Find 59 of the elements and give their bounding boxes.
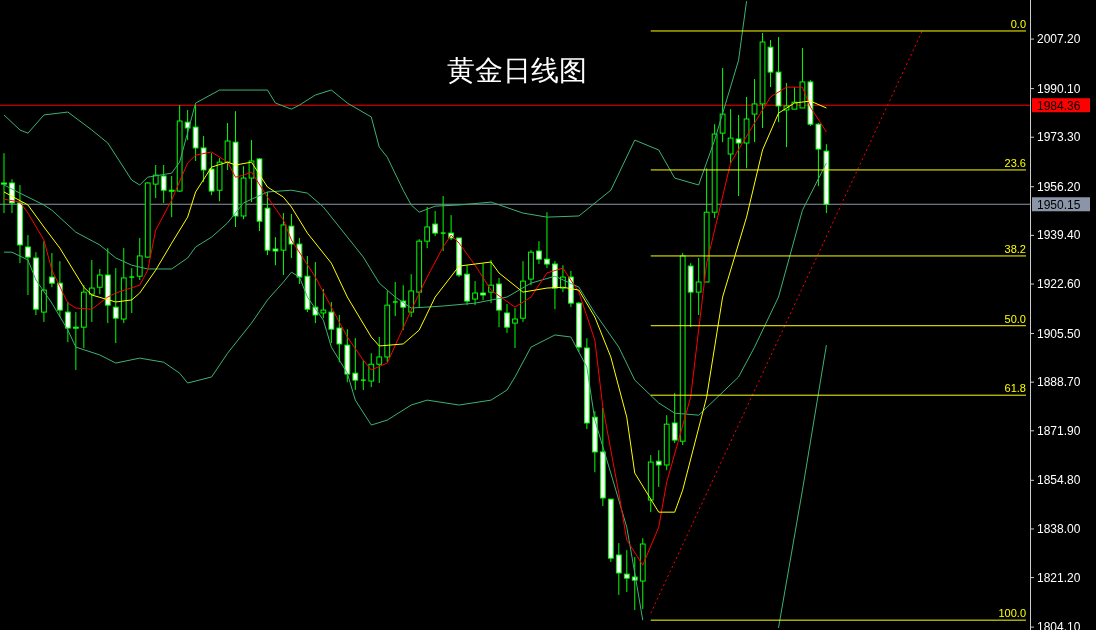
candlestick xyxy=(695,257,702,316)
candlestick xyxy=(376,336,383,384)
candlestick xyxy=(1,152,7,214)
y-tick-label: 1888.70 xyxy=(1037,375,1081,390)
candlestick xyxy=(815,123,822,187)
candlestick xyxy=(400,284,407,331)
candlestick xyxy=(72,311,79,371)
candlestick xyxy=(25,234,31,296)
series-label: 61.8 xyxy=(1004,382,1027,395)
candlestick xyxy=(104,247,111,324)
line-series xyxy=(3,0,748,218)
y-tick-label: 1922.60 xyxy=(1037,277,1081,292)
y-tick-label: 1990.10 xyxy=(1037,81,1081,96)
candlestick xyxy=(615,542,622,596)
y-tick-label: 1939.40 xyxy=(1037,228,1081,243)
candlestick xyxy=(528,249,534,286)
series-label: 100.0 xyxy=(998,607,1027,620)
series-label: 50.0 xyxy=(1004,312,1027,325)
candlestick xyxy=(544,211,550,269)
candlestick xyxy=(41,240,47,323)
ref-line-label: 1984.36 xyxy=(1037,98,1081,113)
y-tick-label: 1973.30 xyxy=(1037,130,1081,145)
series-label: 23.6 xyxy=(1004,156,1027,169)
candlestick xyxy=(168,175,175,218)
line-series xyxy=(3,162,827,416)
candlestick xyxy=(112,267,119,344)
candlestick xyxy=(352,337,359,391)
candlestick xyxy=(504,303,510,334)
candlestick xyxy=(512,307,518,349)
series-label: 0.0 xyxy=(1010,17,1027,30)
y-tick-label: 1838.00 xyxy=(1037,521,1081,536)
text: 黄金日线图 xyxy=(447,55,587,86)
y-tick-label: 1871.90 xyxy=(1037,423,1081,438)
ref-line-label: 1950.15 xyxy=(1037,197,1081,212)
candlestick xyxy=(439,195,447,252)
candlestick xyxy=(735,114,742,197)
candlestick xyxy=(480,262,486,301)
candlestick xyxy=(49,252,55,288)
candlestick xyxy=(392,281,399,317)
series-label: 38.2 xyxy=(1004,242,1027,255)
candlestick xyxy=(33,251,39,316)
candlestick xyxy=(655,449,662,488)
candlestick xyxy=(88,259,95,323)
candlestick xyxy=(623,549,630,593)
y-tick-label: 1956.20 xyxy=(1037,179,1081,194)
candlestick xyxy=(56,260,63,318)
candlestick xyxy=(152,164,159,199)
y-tick-label: 1854.80 xyxy=(1037,473,1081,488)
candlestick xyxy=(456,237,462,278)
candlestick xyxy=(360,359,367,391)
y-tick-label: 1905.50 xyxy=(1037,326,1081,341)
candlestick xyxy=(64,301,71,343)
candlestick xyxy=(17,184,23,264)
candlestick xyxy=(583,337,590,430)
candlestick xyxy=(472,280,478,306)
candlestick xyxy=(743,96,750,169)
y-tick-label: 1821.20 xyxy=(1037,570,1081,585)
y-tick-label: 2007.20 xyxy=(1037,32,1081,47)
candlestick xyxy=(536,240,542,265)
